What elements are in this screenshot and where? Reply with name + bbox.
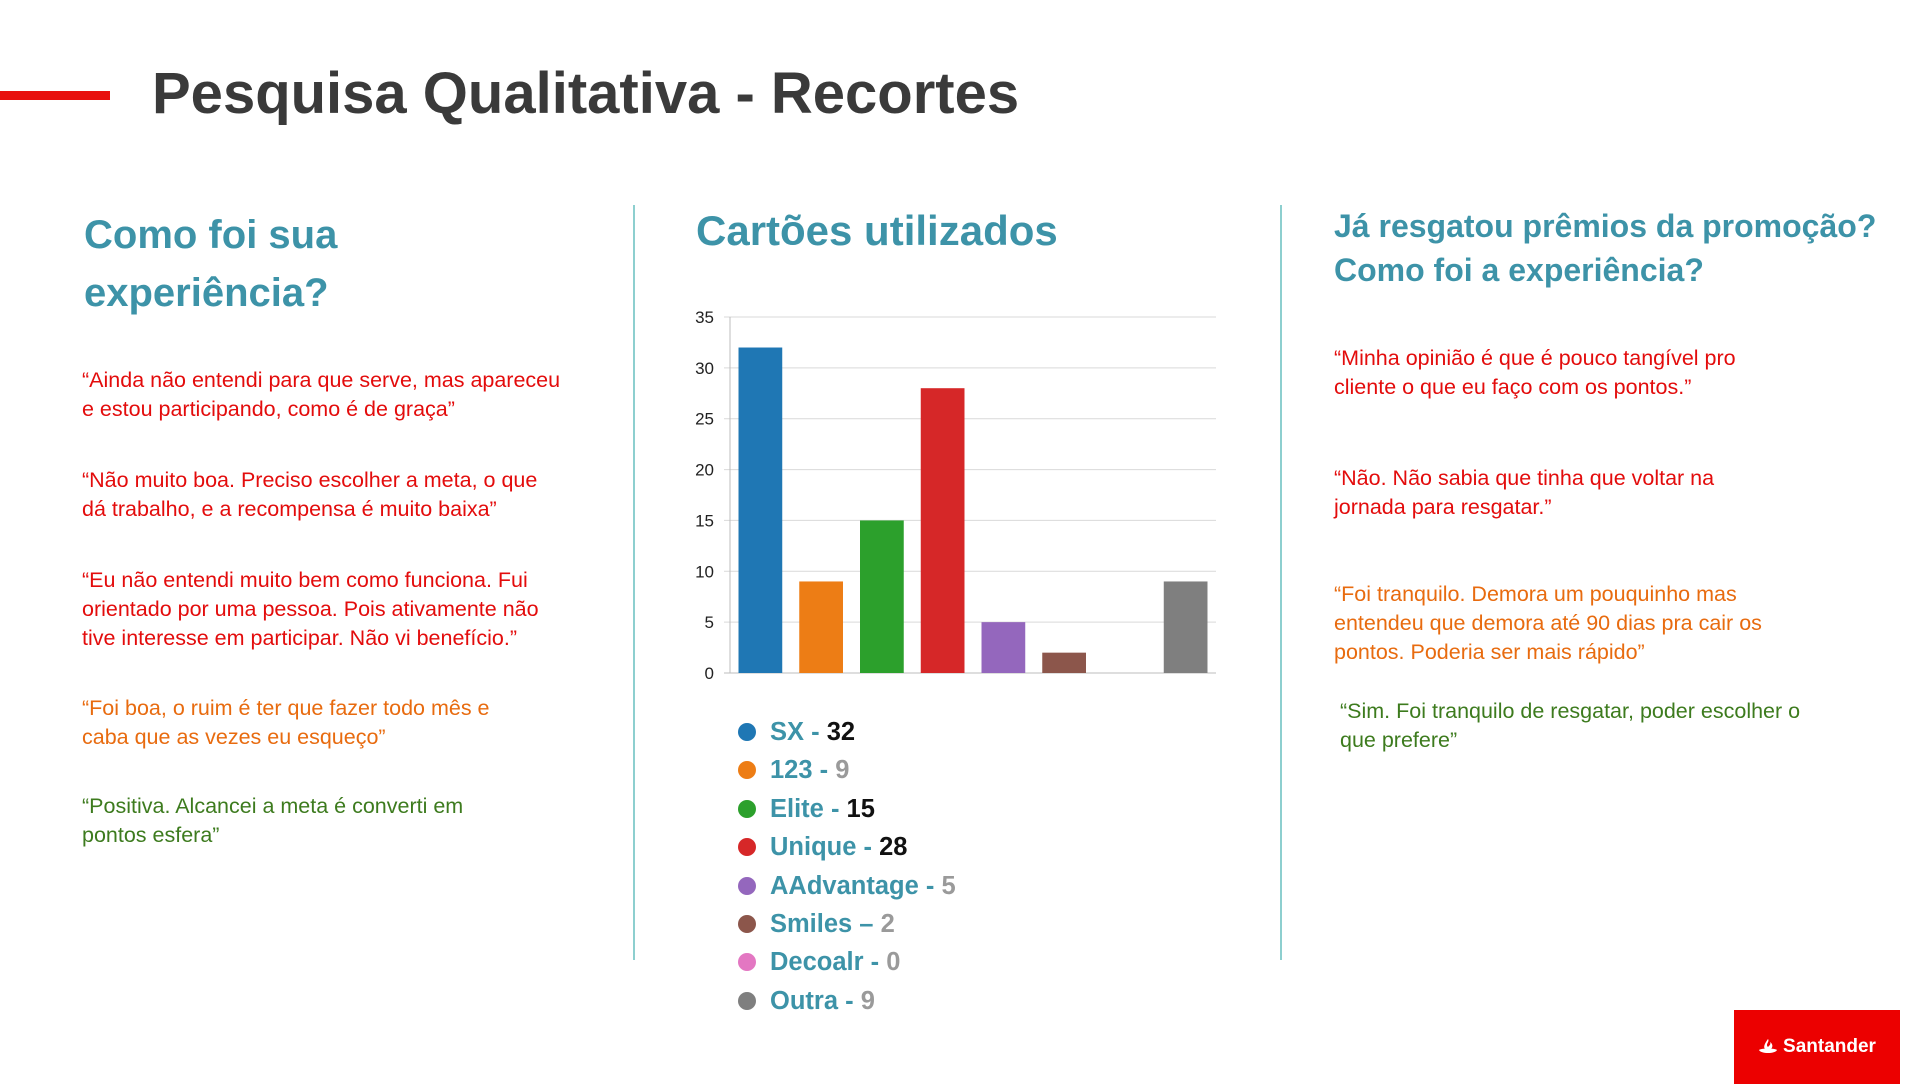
legend-value: 32 [826,718,856,746]
right-quote-2: “Não. Não sabia que tinha que voltar na … [1334,464,1714,522]
quote-line: entendeu que demora até 90 dias pra cair… [1334,611,1762,635]
santander-logo: Santander [1734,1010,1900,1084]
right-heading-line1: Já resgatou prêmios da promoção? [1334,208,1877,244]
quote-line: “Ainda não entendi para que serve, mas a… [82,368,561,392]
quote-line: “Sim. Foi tranquilo de resgatar, poder e… [1340,699,1801,723]
quote-line: “Foi tranquilo. Demora um pouquinho mas [1334,582,1737,606]
legend-swatch [738,723,756,741]
bar-elite [860,520,904,673]
bar-chart: 0 5 10 15 20 25 30 35 [695,308,1216,683]
right-heading-line2: Como foi a experiência? [1334,252,1704,288]
quote-line: que prefere” [1340,728,1458,752]
y-tick-label: 20 [695,461,714,480]
quote-line: jornada para resgatar.” [1334,495,1552,519]
flame-icon [1759,1039,1778,1053]
legend-swatch [738,761,756,780]
legend-value: 15 [846,794,875,823]
quote-line: orientado por uma pessoa. Pois ativament… [82,597,539,621]
y-tick-label: 0 [705,664,714,683]
quote-line: “Positiva. Alcancei a meta é converti em [82,794,464,818]
right-quote-3: “Foi tranquilo. Demora um pouquinho mas … [1334,580,1762,667]
quote-line: “Não muito boa. Preciso escolher a meta,… [82,468,538,492]
page-title: Pesquisa Qualitativa - Recortes [152,61,1020,126]
legend-value: 28 [879,833,908,862]
left-quote-5: “Positiva. Alcancei a meta é converti em… [82,792,463,850]
legend-swatch [738,838,756,857]
legend-name: Unique [770,833,857,862]
legend-value: 9 [835,756,850,785]
quote-line: e estou participando, como é de graça” [82,397,455,421]
legend-swatch [738,914,756,933]
legend-name: Smiles [770,909,853,938]
quote-line: cliente o que eu faço com os pontos.” [1334,375,1692,399]
quote-line: dá trabalho, e a recompensa é muito baix… [82,497,497,521]
bar-aadvantage [981,622,1026,673]
logo-text: Santander [1783,1036,1876,1057]
legend-value: 0 [886,948,901,977]
legend-name: Outra [770,986,839,1015]
left-heading-line2: experiência? [84,271,329,315]
right-quote-1: “Minha opinião é que é pouco tangível pr… [1334,344,1736,402]
accent-line [0,91,110,100]
right-quote-4: “Sim. Foi tranquilo de resgatar, poder e… [1340,697,1800,755]
y-tick-label: 25 [695,410,714,429]
divider-left [633,205,635,960]
legend-swatch [738,876,756,895]
legend-name: Decoalr [770,948,864,977]
legend-swatch [738,799,756,818]
divider-right [1280,205,1282,960]
y-tick-label: 35 [695,308,714,327]
legend-swatch [738,991,756,1010]
legend-name: 123 [770,756,813,785]
y-tick-label: 5 [705,613,714,632]
legend-value: 5 [941,871,956,900]
bar-smiles [1042,652,1086,673]
quote-line: “Minha opinião é que é pouco tangível pr… [1334,346,1736,370]
quote-line: pontos. Poderia ser mais rápido” [1334,640,1645,664]
bar-unique [920,388,965,673]
quote-line: pontos esfera” [82,823,220,847]
bar-sx [738,347,783,673]
left-quote-4: “Foi boa, o ruim é ter que fazer todo mê… [82,694,490,752]
legend-name: SX [770,718,805,746]
legend-value: 2 [880,909,895,938]
y-tick-label: 30 [695,359,714,378]
chart-heading: Cartões utilizados [696,207,1058,254]
left-quote-1: “Ainda não entendi para que serve, mas a… [82,366,560,424]
quote-line: caba que as vezes eu esqueço” [82,725,386,749]
left-heading-line1: Como foi sua [84,213,338,257]
left-heading: Como foi sua experiência? [84,206,337,322]
bar-123 [799,581,843,673]
legend-swatch [738,953,756,972]
quote-line: “Eu não entendi muito bem como funciona.… [82,568,528,592]
quote-line: “Foi boa, o ruim é ter que fazer todo mê… [82,696,490,720]
quote-line: “Não. Não sabia que tinha que voltar na [1334,466,1715,490]
legend-value: 9 [860,986,875,1015]
quote-line: tive interesse em participar. Não vi ben… [82,626,517,650]
legend-name: Elite [770,794,824,823]
y-tick-label: 15 [695,511,714,530]
legend-name: AAdvantage [770,871,919,900]
left-quote-2: “Não muito boa. Preciso escolher a meta,… [82,466,537,524]
y-tick-label: 10 [695,562,714,581]
bar-outra [1163,581,1208,673]
left-quote-3: “Eu não entendi muito bem como funciona.… [82,566,539,653]
right-heading: Já resgatou prêmios da promoção? Como fo… [1334,204,1876,292]
